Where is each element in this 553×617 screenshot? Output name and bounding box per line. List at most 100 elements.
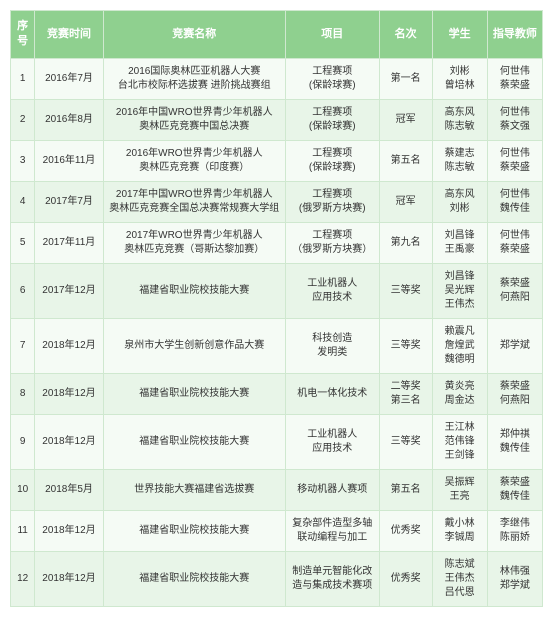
cell-teach: 何世伟蔡荣盛 [487,222,542,263]
cell-time: 2016年11月 [35,140,103,181]
cell-rank: 三等奖 [379,318,432,373]
cell-name: 福建省职业院校技能大赛 [103,373,285,414]
cell-proj: 工程赛项(俄罗斯方块赛) [285,181,379,222]
h-idx: 序号 [11,11,35,59]
cell-proj: 机电一体化技术 [285,373,379,414]
cell-time: 2018年12月 [35,318,103,373]
cell-idx: 8 [11,373,35,414]
cell-stu: 吴振辉王亮 [432,469,487,510]
cell-name: 2016年中国WRO世界青少年机器人奥林匹克竞赛中国总决赛 [103,99,285,140]
cell-idx: 3 [11,140,35,181]
cell-teach: 郑学斌 [487,318,542,373]
cell-idx: 1 [11,58,35,99]
cell-name: 世界技能大赛福建省选拔赛 [103,469,285,510]
cell-time: 2017年12月 [35,263,103,318]
cell-idx: 4 [11,181,35,222]
cell-name: 泉州市大学生创新创意作品大赛 [103,318,285,373]
cell-teach: 李继伟陈丽娇 [487,510,542,551]
cell-teach: 蔡荣盛何燕阳 [487,373,542,414]
cell-idx: 6 [11,263,35,318]
cell-time: 2018年12月 [35,551,103,606]
cell-teach: 何世伟蔡荣盛 [487,58,542,99]
cell-proj: 工程赛项(保龄球赛) [285,99,379,140]
cell-time: 2017年7月 [35,181,103,222]
cell-stu: 赖震凡詹煌武魏德明 [432,318,487,373]
cell-teach: 何世伟蔡文强 [487,99,542,140]
cell-name: 2016国际奥林匹亚机器人大赛台北市校际杯选拔赛 进阶挑战赛组 [103,58,285,99]
cell-teach: 何世伟蔡荣盛 [487,140,542,181]
cell-idx: 10 [11,469,35,510]
cell-rank: 优秀奖 [379,551,432,606]
cell-time: 2018年12月 [35,510,103,551]
cell-idx: 11 [11,510,35,551]
cell-rank: 第五名 [379,140,432,181]
h-proj: 项目 [285,11,379,59]
h-rank: 名次 [379,11,432,59]
cell-time: 2017年11月 [35,222,103,263]
cell-idx: 9 [11,414,35,469]
cell-rank: 第一名 [379,58,432,99]
header-row: 序号 竞赛时间 竞赛名称 项目 名次 学生 指导教师 [11,11,543,59]
cell-stu: 高东风陈志敏 [432,99,487,140]
competition-table: 序号 竞赛时间 竞赛名称 项目 名次 学生 指导教师 12016年7月2016国… [10,10,543,607]
cell-name: 2017年WRO世界青少年机器人奥林匹克竞赛（哥斯达黎加赛） [103,222,285,263]
cell-time: 2018年5月 [35,469,103,510]
cell-teach: 何世伟魏传佳 [487,181,542,222]
cell-proj: 制造单元智能化改造与集成技术赛项 [285,551,379,606]
cell-proj: 工程赛项（俄罗斯方块赛） [285,222,379,263]
cell-name: 福建省职业院校技能大赛 [103,510,285,551]
cell-proj: 工业机器人应用技术 [285,414,379,469]
cell-idx: 5 [11,222,35,263]
cell-idx: 2 [11,99,35,140]
cell-proj: 工程赛项(保龄球赛) [285,140,379,181]
table-row: 102018年5月世界技能大赛福建省选拔赛移动机器人赛项第五名吴振辉王亮蔡荣盛魏… [11,469,543,510]
cell-rank: 冠军 [379,181,432,222]
cell-rank: 二等奖第三名 [379,373,432,414]
cell-time: 2018年12月 [35,373,103,414]
cell-proj: 移动机器人赛项 [285,469,379,510]
table-row: 92018年12月福建省职业院校技能大赛工业机器人应用技术三等奖王江林范伟锋王剑… [11,414,543,469]
cell-time: 2016年8月 [35,99,103,140]
cell-stu: 刘彬曾培林 [432,58,487,99]
table-row: 122018年12月福建省职业院校技能大赛制造单元智能化改造与集成技术赛项优秀奖… [11,551,543,606]
cell-stu: 刘昌锋吴光辉王伟杰 [432,263,487,318]
cell-name: 2017年中国WRO世界青少年机器人奥林匹克竞赛全国总决赛常规赛大学组 [103,181,285,222]
cell-name: 2016年WRO世界青少年机器人奥林匹克竞赛（印度赛） [103,140,285,181]
cell-idx: 7 [11,318,35,373]
table-row: 22016年8月2016年中国WRO世界青少年机器人奥林匹克竞赛中国总决赛工程赛… [11,99,543,140]
table-row: 52017年11月2017年WRO世界青少年机器人奥林匹克竞赛（哥斯达黎加赛）工… [11,222,543,263]
cell-stu: 蔡建志陈志敏 [432,140,487,181]
cell-proj: 科技创造发明类 [285,318,379,373]
cell-name: 福建省职业院校技能大赛 [103,414,285,469]
cell-stu: 陈志斌王伟杰吕代恩 [432,551,487,606]
cell-name: 福建省职业院校技能大赛 [103,551,285,606]
h-teach: 指导教师 [487,11,542,59]
cell-stu: 刘昌锋王禹豪 [432,222,487,263]
cell-rank: 第九名 [379,222,432,263]
h-name: 竞赛名称 [103,11,285,59]
table-row: 82018年12月福建省职业院校技能大赛机电一体化技术二等奖第三名黄炎亮周金达蔡… [11,373,543,414]
table-row: 72018年12月泉州市大学生创新创意作品大赛科技创造发明类三等奖赖震凡詹煌武魏… [11,318,543,373]
table-row: 42017年7月2017年中国WRO世界青少年机器人奥林匹克竞赛全国总决赛常规赛… [11,181,543,222]
cell-stu: 戴小林李铖周 [432,510,487,551]
cell-proj: 复杂部件造型多轴联动编程与加工 [285,510,379,551]
cell-rank: 三等奖 [379,263,432,318]
cell-teach: 林伟强郑学斌 [487,551,542,606]
cell-teach: 蔡荣盛魏传佳 [487,469,542,510]
cell-idx: 12 [11,551,35,606]
cell-proj: 工业机器人应用技术 [285,263,379,318]
table-row: 62017年12月福建省职业院校技能大赛工业机器人应用技术三等奖刘昌锋吴光辉王伟… [11,263,543,318]
table-row: 12016年7月2016国际奥林匹亚机器人大赛台北市校际杯选拔赛 进阶挑战赛组工… [11,58,543,99]
cell-rank: 三等奖 [379,414,432,469]
table-row: 112018年12月福建省职业院校技能大赛复杂部件造型多轴联动编程与加工优秀奖戴… [11,510,543,551]
cell-rank: 冠军 [379,99,432,140]
cell-time: 2018年12月 [35,414,103,469]
cell-rank: 第五名 [379,469,432,510]
cell-name: 福建省职业院校技能大赛 [103,263,285,318]
cell-teach: 郑仲祺魏传佳 [487,414,542,469]
table-row: 32016年11月2016年WRO世界青少年机器人奥林匹克竞赛（印度赛）工程赛项… [11,140,543,181]
h-time: 竞赛时间 [35,11,103,59]
cell-time: 2016年7月 [35,58,103,99]
cell-stu: 王江林范伟锋王剑锋 [432,414,487,469]
cell-teach: 蔡荣盛何燕阳 [487,263,542,318]
